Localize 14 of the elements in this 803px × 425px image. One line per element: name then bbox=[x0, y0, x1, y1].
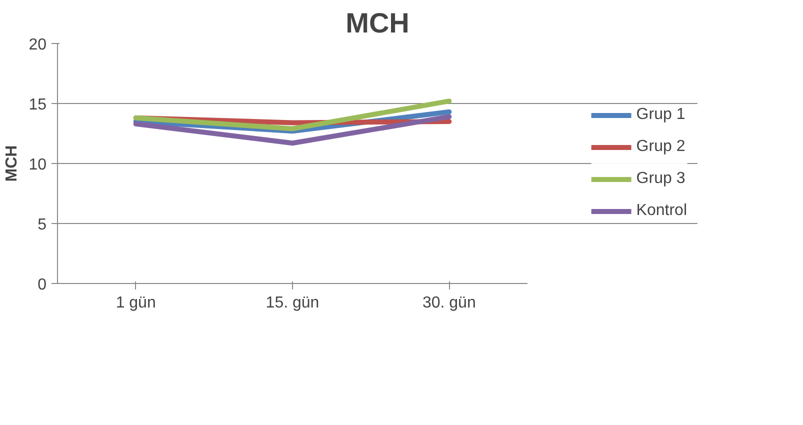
legend-label: Grup 1 bbox=[636, 106, 686, 124]
legend-label: Grup 3 bbox=[636, 170, 686, 188]
y-tick-label: 5 bbox=[38, 216, 47, 234]
y-tick-label: 10 bbox=[28, 156, 47, 174]
legend-label: Grup 2 bbox=[636, 138, 686, 156]
y-tick-label: 20 bbox=[28, 36, 47, 54]
y-tick-label: 0 bbox=[38, 276, 47, 294]
chart-title: MCH bbox=[346, 8, 410, 38]
x-tick-label: 1 gün bbox=[116, 294, 156, 312]
y-tick-label: 15 bbox=[28, 96, 47, 114]
x-tick-label: 30. gün bbox=[422, 294, 476, 312]
x-tick-label: 15. gün bbox=[266, 294, 320, 312]
y-axis-title: MCH bbox=[4, 145, 21, 182]
legend-label: Kontrol bbox=[636, 202, 687, 220]
